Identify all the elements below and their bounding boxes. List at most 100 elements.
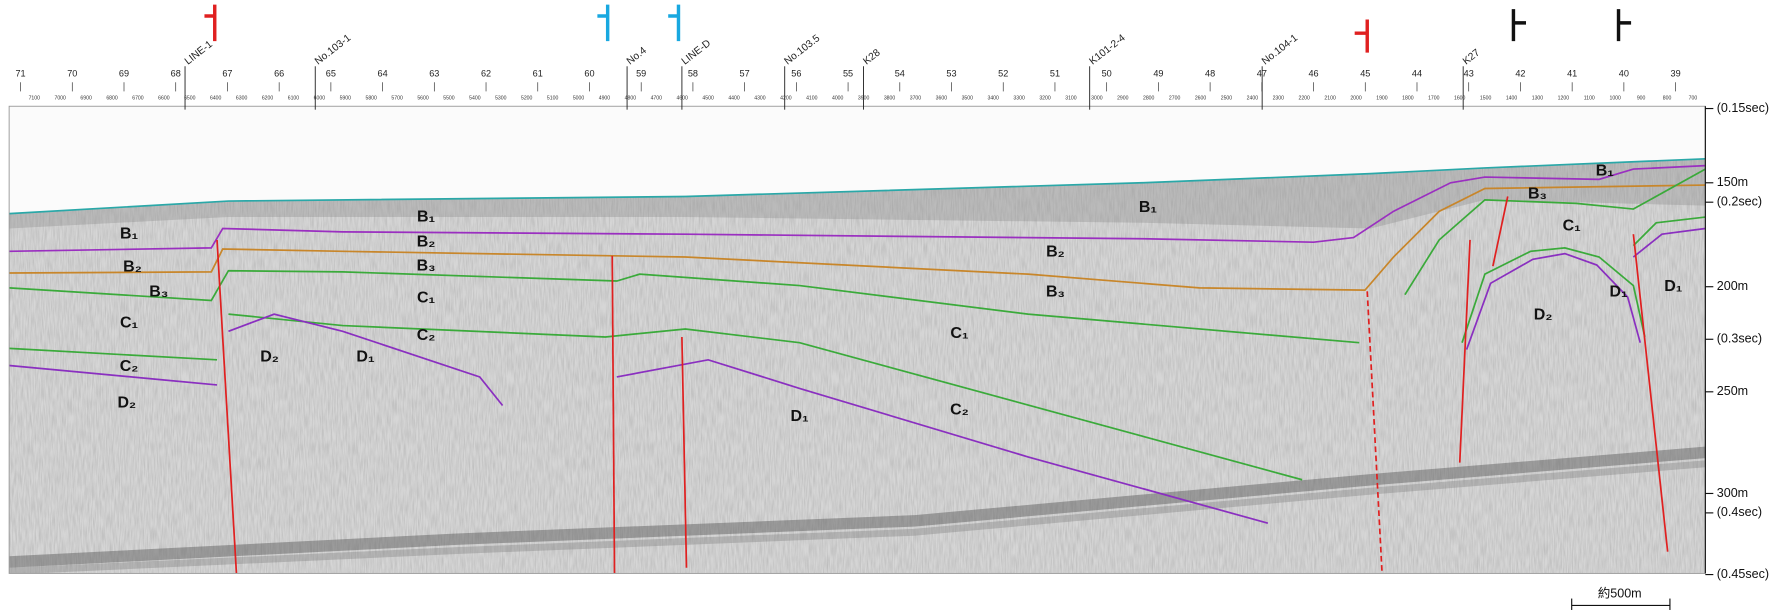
shot-number: 59 [636,69,646,79]
depth-label: 200m [1717,279,1748,293]
trace-number: 5500 [443,96,455,102]
layer-label: B₁ [1596,163,1615,180]
survey-line-label: No.103-1 [313,33,353,68]
trace-number: 5000 [573,96,585,102]
layer-label: D₂ [117,394,136,411]
layer-label: D₂ [260,349,279,366]
shot-number: 70 [67,69,77,79]
shot-number: 40 [1619,69,1629,79]
shot-number: 53 [946,69,956,79]
shot-number: 65 [326,69,336,79]
shot-number: 64 [378,69,388,79]
survey-line-label: No.104-1 [1260,33,1300,68]
trace-number: 5700 [391,96,403,102]
trace-number: 4400 [728,96,740,102]
trace-number: 2200 [1298,96,1310,102]
trace-number: 1300 [1532,96,1544,102]
shot-number: 68 [171,69,181,79]
shot-number: 71 [15,69,25,79]
trace-number: 4200 [780,96,792,102]
trace-number: 4500 [702,96,714,102]
shot-number: 57 [740,69,750,79]
depth-label: 300m [1717,486,1748,500]
trace-number: 6600 [158,96,170,102]
trace-number: 1500 [1480,96,1492,102]
layer-label: C₁ [950,325,969,342]
shot-number: 61 [533,69,543,79]
shot-number: 49 [1153,69,1163,79]
trace-number: 5100 [547,96,559,102]
shot-number: 42 [1515,69,1525,79]
survey-line-label: K101-2-4 [1088,33,1128,68]
layer-label: B₁ [120,225,139,242]
trace-number: 3200 [1039,96,1051,102]
survey-line-label: K27 [1461,47,1482,67]
layer-label: B₃ [1046,284,1065,301]
survey-line-label: LINE-1 [183,39,215,68]
layer-label: D₁ [1664,278,1683,295]
trace-number: 1800 [1402,96,1414,102]
trace-number: 5900 [340,96,352,102]
trace-number: 2800 [1143,96,1155,102]
shot-number: 52 [998,69,1008,79]
layer-label: B₂ [123,259,142,276]
trace-number: 1600 [1454,96,1466,102]
trace-number: 5600 [417,96,429,102]
trace-number: 2000 [1350,96,1362,102]
trace-number: 3700 [910,96,922,102]
trace-number: 6700 [132,96,144,102]
section-markers [204,4,1632,53]
shot-number: 62 [481,69,491,79]
shot-number: 56 [791,69,801,79]
layer-label: B₃ [1528,185,1547,202]
trace-number: 4300 [754,96,766,102]
trace-number: 2300 [1273,96,1285,102]
trace-number: 4800 [625,96,637,102]
shot-number: 41 [1567,69,1577,79]
shot-number: 44 [1412,69,1422,79]
survey-line-label: No.103.5 [783,33,823,67]
trace-number: 3600 [936,96,948,102]
trace-number: 2700 [1169,96,1181,102]
trace-number: 2100 [1324,96,1336,102]
trace-number: 2500 [1221,96,1233,102]
shot-number: 39 [1671,69,1681,79]
shot-number: 69 [119,69,129,79]
survey-line-label: No.4 [625,45,649,67]
layer-label: B₃ [417,257,436,274]
trace-number: 6400 [210,96,222,102]
scale-label: 約500m [1598,586,1642,600]
shot-number: 63 [429,69,439,79]
layer-label: B₂ [417,233,436,250]
trace-number: 2400 [1247,96,1259,102]
depth-label: (0.45sec) [1717,567,1769,581]
trace-number: 1900 [1376,96,1388,102]
trace-number: 3400 [987,96,999,102]
layer-label: D₁ [356,349,375,366]
shot-number: 67 [222,69,232,79]
trace-number: 6000 [314,96,326,102]
depth-label: (0.3sec) [1717,332,1762,346]
trace-number: 700 [1689,96,1698,102]
trace-number: 1100 [1584,96,1595,102]
depth-label: 250m [1717,384,1748,398]
trace-number: 7100 [29,96,41,102]
trace-number: 4000 [832,96,844,102]
shot-number: 43 [1464,69,1474,79]
trace-number: 3100 [1065,96,1077,102]
layer-label: B₁ [1139,199,1158,216]
depth-label: (0.2sec) [1717,195,1762,209]
survey-line-label: LINE-D [680,38,713,67]
shot-number: 45 [1360,69,1370,79]
layer-label: D₂ [1534,306,1553,323]
trace-number: 5400 [469,96,481,102]
survey-line-label: K28 [861,47,882,67]
shot-number: 55 [843,69,853,79]
trace-number: 900 [1637,96,1646,102]
shot-number: 48 [1205,69,1215,79]
scale-bar [1571,598,1671,610]
shot-number: 46 [1308,69,1318,79]
trace-number: 800 [1663,96,1672,102]
trace-number: 6500 [184,96,196,102]
